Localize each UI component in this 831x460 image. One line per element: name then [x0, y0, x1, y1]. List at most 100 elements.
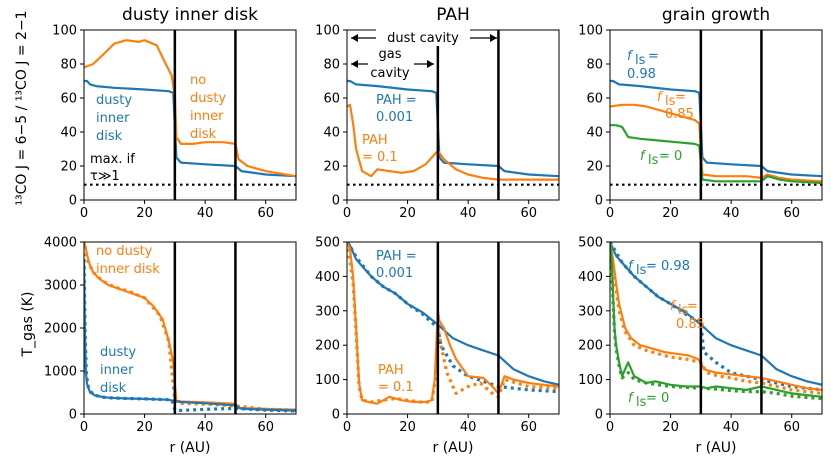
y-tick-label: 60: [323, 92, 340, 107]
annot-dusty-orange: dusty: [190, 91, 226, 106]
x-tick-label: 40: [197, 420, 214, 435]
xlabel-left: r (AU): [170, 440, 211, 456]
annot-fls0-f-b: f: [628, 391, 635, 406]
gas-cavity-arrow-right-head: [427, 60, 434, 68]
plot-area: [347, 30, 559, 200]
y-tick-label: 0: [332, 194, 340, 209]
y-tick-label: 500: [315, 236, 340, 251]
panel-2: 0 20 40 60 0 20 40 60 80 100: [578, 24, 823, 221]
x-tick-label: 0: [606, 206, 614, 221]
x-tick-label: 20: [136, 420, 153, 435]
annot-pah-eq-blue: PAH =: [376, 93, 417, 108]
annot-fls0-sub-b: ls: [636, 395, 647, 410]
y-tick-label: 400: [578, 270, 603, 285]
panel-0: 0 20 40 60 0 20 40 60 80 100: [52, 24, 297, 221]
annot-fls085-eq-b: =: [687, 299, 698, 314]
annotations-top-left: dusty inner disk no dusty inner disk max…: [90, 73, 226, 184]
annot-fls098-sub: ls: [635, 53, 646, 68]
annot-fls0-f: f: [640, 149, 647, 164]
y-tick-label: 1000: [44, 365, 77, 380]
axes-frame: [609, 241, 823, 415]
x-tick-label: 20: [399, 420, 416, 435]
annot-fls098-sub-b: ls: [636, 263, 647, 278]
x-tick-label: 60: [520, 420, 537, 435]
x-tick-label: 40: [723, 420, 740, 435]
series-line-orange-solid: [347, 242, 559, 405]
annot-fls098-f: f: [627, 49, 634, 64]
y-tick-label: 40: [586, 126, 603, 141]
annot-fls085-f-b: f: [670, 299, 677, 314]
annot-disk-blue-b: disk: [100, 381, 127, 396]
annot-fls0-sub: ls: [648, 153, 659, 168]
y-tick-label: 300: [315, 304, 340, 319]
y-tick-label: 60: [60, 92, 77, 107]
y-tick-label: 80: [586, 58, 603, 73]
y-tick-label: 0: [332, 408, 340, 423]
x-tick-label: 0: [80, 420, 88, 435]
dust-cavity-arrow-left-head: [351, 34, 358, 42]
annotations-bottom-right: f ls = 0.98 f ls = 0.85 f ls = 0: [628, 259, 705, 410]
series-line-orange-solid: [347, 103, 559, 181]
y-tick-label: 20: [586, 160, 603, 175]
annot-pah-eq-blue-b: PAH =: [376, 249, 417, 264]
axes-frame: [346, 241, 560, 415]
y-tick-label: 2000: [44, 322, 77, 337]
top-row-ylabel: ¹³CO J = 6−5 / ¹³CO J = 2−1: [14, 10, 30, 205]
annot-fls098-val: 0.98: [627, 67, 656, 82]
annot-fls085-val: 0.85: [665, 107, 694, 122]
x-tick-label: 0: [80, 206, 88, 221]
annot-disk-blue: disk: [96, 129, 123, 144]
y-tick-label: 100: [315, 373, 340, 388]
annot-fls085-eq: =: [675, 90, 686, 105]
annot-inner-orange: inner: [190, 109, 224, 124]
annot-fls098-val-b: = 0.98: [646, 259, 690, 274]
y-tick-label: 4000: [44, 236, 77, 251]
annot-fls098-f-b: f: [628, 259, 635, 274]
x-tick-label: 40: [460, 420, 477, 435]
y-tick-label: 100: [315, 24, 340, 39]
axes-frame: [609, 29, 823, 201]
x-tick-label: 60: [257, 420, 274, 435]
dust-cavity-arrow-right-head: [490, 34, 497, 42]
y-tick-label: 3000: [44, 279, 77, 294]
annot-gas: gas: [379, 47, 402, 62]
y-tick-label: 60: [586, 92, 603, 107]
y-tick-label: 0: [69, 408, 77, 423]
dust-cavity-label-bg: [376, 28, 470, 46]
x-tick-label: 0: [606, 420, 614, 435]
annot-pah-orange-b: PAH: [378, 363, 404, 378]
annot-inner-blue-b: inner: [100, 363, 134, 378]
annotations-top-right: f ls = 0.98 f ls = 0.85 f ls = 0: [627, 49, 694, 168]
y-tick-label: 40: [60, 126, 77, 141]
bottom-row-ylabel: T_gas (K): [20, 292, 36, 358]
annot-fls085-val-b: 0.85: [676, 317, 705, 332]
panel-title-grain-growth: grain growth: [662, 5, 770, 25]
annotations-bottom-left: no dusty inner disk dusty inner disk: [96, 244, 160, 396]
series-line-blue-dotted: [610, 242, 822, 392]
panel-3: 0 20 40 60 0 1000 2000 3000 4000: [44, 236, 297, 435]
annot-fls085-f: f: [657, 90, 664, 105]
gas-cavity-label-bg: [368, 62, 414, 80]
y-tick-label: 0: [69, 194, 77, 209]
y-tick-label: 0: [595, 408, 603, 423]
x-tick-label: 20: [662, 206, 679, 221]
series-line-orange-solid: [610, 242, 822, 391]
annot-tau: τ≫1: [90, 169, 120, 184]
y-tick-label: 200: [578, 339, 603, 354]
x-tick-label: 0: [343, 206, 351, 221]
annot-fls085-sub-b: ls: [678, 303, 689, 318]
plot-area: [84, 30, 296, 200]
x-tick-label: 60: [520, 206, 537, 221]
panel-5: 0 20 40 60 0 100 200 300 400 500: [578, 236, 823, 435]
x-tick-label: 0: [343, 420, 351, 435]
y-tick-label: 0: [595, 194, 603, 209]
series-line-orange-solid: [610, 103, 822, 183]
x-tick-label: 20: [136, 206, 153, 221]
annot-inner-disk-orange: inner disk: [96, 262, 160, 277]
x-tick-label: 60: [783, 206, 800, 221]
panel-title-dusty-inner-disk: dusty inner disk: [122, 5, 258, 25]
annot-dusty-blue-b: dusty: [100, 345, 136, 360]
annot-pah-orange: PAH: [362, 133, 388, 148]
